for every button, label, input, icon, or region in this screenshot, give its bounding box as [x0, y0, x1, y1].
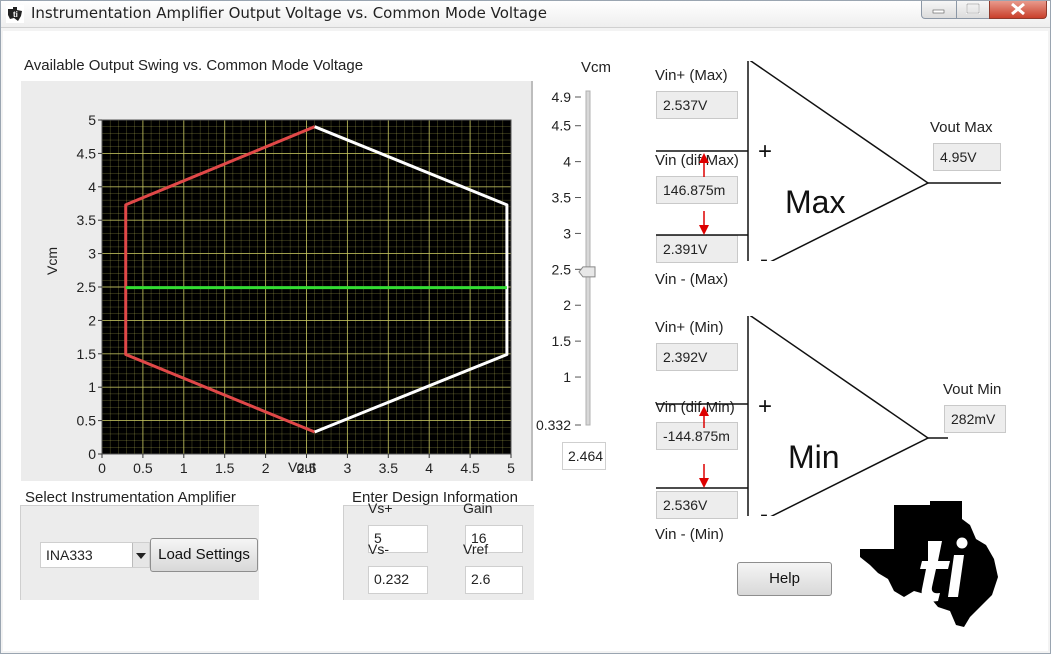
max-minus-sign: - — [760, 246, 768, 261]
x-axis-label: Vout — [288, 459, 316, 475]
vcm-slider-label: Vcm — [581, 59, 611, 76]
y-tick-label: 0.5 — [77, 413, 97, 429]
max-red-arrow-up-icon — [699, 153, 709, 177]
y-tick-label: 0 — [88, 446, 96, 462]
design-info-label: Enter Design Information — [352, 489, 518, 506]
y-tick-label: 4 — [88, 179, 96, 195]
amplifier-select-value: INA333 — [46, 547, 93, 563]
x-tick-label: 4.5 — [460, 460, 480, 476]
x-tick-label: 1 — [180, 460, 188, 476]
x-tick-label: 2 — [262, 460, 270, 476]
max-vin-minus-value: 2.391V — [656, 235, 738, 263]
max-vin-plus-label: Vin+ (Max) — [655, 67, 728, 84]
min-red-arrow-down-icon — [699, 464, 709, 488]
slider-tick-label: 1 — [563, 369, 571, 385]
vout-min-label: Vout Min — [943, 381, 1002, 398]
output-swing-chart: 0 0.5 1 1.5 2 2.5 3 3.5 4 4.5 5 0 0.5 1 1.5 2 2.5 3 3.5 4 4.… — [21, 81, 533, 481]
max-vin-minus-label: Vin - (Max) — [655, 271, 729, 288]
help-button[interactable]: Help — [737, 562, 832, 596]
slider-thumb[interactable] — [578, 266, 596, 278]
x-tick-label: 1.5 — [215, 460, 235, 476]
close-icon — [1011, 2, 1025, 16]
slider-tick-label: 4 — [563, 154, 571, 170]
main-panel: Available Output Swing vs. Common Mode V… — [3, 31, 1048, 651]
min-vin-minus-value: 2.536V — [656, 491, 738, 519]
vcm-value-field[interactable]: 2.464 — [562, 442, 606, 470]
dropdown-arrow-icon[interactable] — [132, 543, 149, 567]
vout-max-label: Vout Max — [930, 119, 993, 136]
x-tick-label: 5 — [507, 460, 515, 476]
y-tick-label: 2 — [88, 312, 96, 328]
vref-field[interactable]: 2.6 — [465, 566, 523, 594]
y-tick-label: 1 — [88, 379, 96, 395]
maximize-icon — [966, 3, 980, 14]
slider-tick-label: 3 — [563, 225, 571, 241]
ti-logo-icon: ti — [6, 5, 24, 23]
slider-track[interactable] — [585, 90, 591, 426]
min-minus-sign: - — [760, 501, 768, 516]
slider-tick-label: 2.5 — [552, 261, 572, 277]
title-bar: ti Instrumentation Amplifier Output Volt… — [1, 1, 1050, 28]
max-vin-dif-label: Vin (dif Max) — [655, 152, 739, 169]
min-vin-plus-value: 2.392V — [656, 343, 738, 371]
slider-tick-label: 4.9 — [552, 89, 572, 105]
y-tick-label: 3.5 — [77, 212, 97, 228]
min-vin-dif-value: -144.875m — [656, 422, 738, 450]
svg-text:ti: ti — [13, 10, 18, 19]
gain-label: Gain — [463, 500, 493, 516]
select-amplifier-label: Select Instrumentation Amplifier — [25, 489, 236, 506]
amplifier-select[interactable]: INA333 — [40, 542, 150, 568]
max-red-arrow-down-icon — [699, 211, 709, 235]
max-vin-dif-value: 146.875m — [656, 176, 738, 204]
slider-tick-label: 1.5 — [552, 333, 572, 349]
vout-min-value: 282mV — [944, 405, 1006, 433]
x-tick-label: 0.5 — [133, 460, 153, 476]
x-tick-label: 3 — [344, 460, 352, 476]
max-opamp-symbol: + - Max — [656, 61, 1001, 261]
chart-title: Available Output Swing vs. Common Mode V… — [24, 57, 364, 74]
slider-tick-label: 4.5 — [552, 118, 572, 134]
y-tick-label: 1.5 — [77, 346, 97, 362]
vout-max-value: 4.95V — [933, 143, 1001, 171]
minimize-button[interactable] — [921, 1, 957, 19]
max-opamp-name: Max — [785, 184, 845, 220]
x-tick-label: 4 — [425, 460, 433, 476]
slider-tick-label: 0.332 — [536, 417, 571, 433]
min-vin-minus-label: Vin - (Min) — [655, 526, 724, 543]
min-red-arrow-up-icon — [699, 406, 709, 428]
slider-tick-label: 2 — [563, 297, 571, 313]
window-title: Instrumentation Amplifier Output Voltage… — [31, 4, 547, 22]
minimize-icon — [932, 9, 945, 14]
min-vin-plus-label: Vin+ (Min) — [655, 319, 724, 336]
vs-minus-field[interactable]: 0.232 — [368, 566, 428, 594]
close-button[interactable] — [989, 1, 1047, 19]
vs-plus-label: Vs+ — [368, 500, 393, 516]
min-opamp-name: Min — [788, 439, 840, 475]
texas-instruments-logo-icon — [860, 501, 998, 627]
vs-minus-label: Vs- — [368, 541, 389, 557]
vs-plus-field[interactable]: 5 — [368, 525, 428, 553]
x-tick-label: 2.5 — [297, 460, 317, 476]
vref-label: Vref — [463, 541, 489, 557]
x-tick-label: 0 — [98, 460, 106, 476]
vcm-slider[interactable]: 4.9 4.5 4 3.5 3 2.5 2 1.5 1 0.332 — [531, 81, 611, 441]
slider-tick-label: 3.5 — [552, 190, 572, 206]
y-tick-label: 2.5 — [77, 279, 97, 295]
y-tick-label: 4.5 — [77, 145, 97, 161]
min-plus-sign: + — [758, 393, 772, 420]
y-tick-label: 5 — [88, 112, 96, 128]
max-vin-plus-value: 2.537V — [656, 91, 738, 119]
x-tick-label: 3.5 — [379, 460, 399, 476]
y-tick-label: 3 — [88, 246, 96, 262]
max-plus-sign: + — [758, 138, 772, 165]
min-opamp-symbol: + - Min — [656, 316, 948, 516]
load-settings-button[interactable]: Load Settings — [150, 538, 258, 572]
y-axis-label: Vcm — [44, 247, 60, 275]
maximize-button[interactable] — [956, 1, 990, 19]
gain-field[interactable]: 16 — [465, 525, 523, 553]
